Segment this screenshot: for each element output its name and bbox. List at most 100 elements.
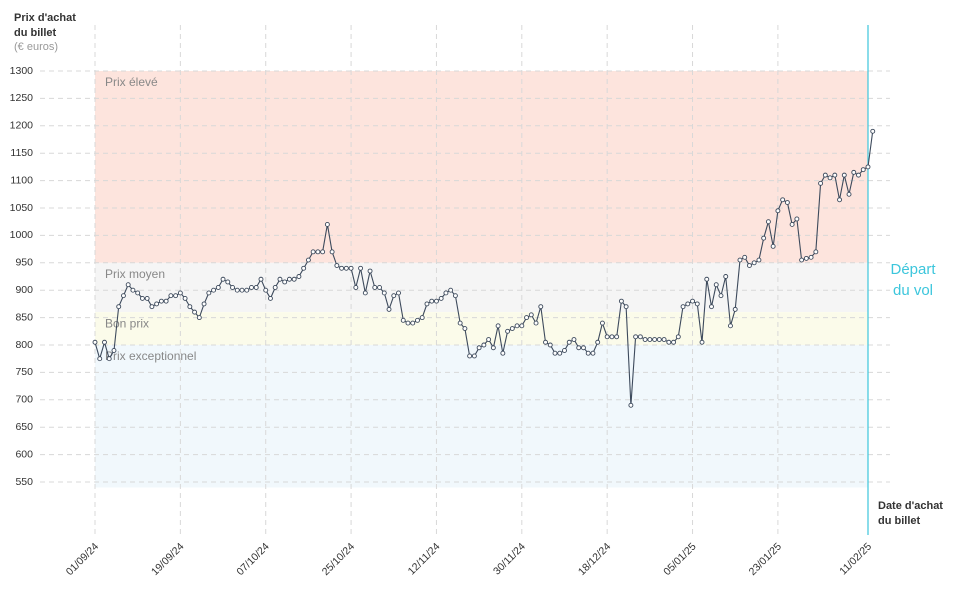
price-point: [343, 265, 349, 271]
price-point: [623, 304, 629, 310]
y-title: Prix d'achat: [14, 12, 76, 24]
price-point: [519, 323, 525, 329]
price-point: [201, 301, 207, 307]
price-point: [139, 295, 145, 301]
price-point: [514, 323, 520, 329]
price-point: [438, 295, 444, 301]
price-point: [476, 345, 482, 351]
price-point: [500, 350, 506, 356]
price-point: [144, 295, 150, 301]
x-tick-label: 23/01/25: [747, 540, 784, 577]
price-point: [310, 249, 316, 255]
price-point: [728, 323, 733, 329]
price-point: [315, 249, 321, 255]
price-point: [135, 290, 141, 296]
price-point: [837, 197, 842, 203]
y-tick-label: 1150: [10, 147, 33, 159]
price-point: [732, 306, 738, 312]
price-point: [324, 221, 330, 227]
price-point: [410, 320, 416, 326]
price-point: [286, 276, 292, 282]
y-tick-label: 550: [15, 476, 33, 488]
price-point: [230, 285, 235, 290]
price-point: [761, 235, 767, 241]
price-point: [211, 287, 217, 293]
price-point: [291, 276, 297, 282]
y-tick-label: 850: [15, 311, 33, 323]
price-point: [538, 304, 544, 310]
price-point: [599, 320, 605, 326]
price-point: [571, 337, 577, 342]
price-point: [372, 285, 378, 290]
price-point: [723, 274, 729, 279]
y-tick-label: 1300: [10, 65, 34, 77]
price-point: [827, 175, 833, 181]
x-title: Date d'achat: [878, 500, 943, 512]
x-title: du billet: [878, 515, 921, 527]
x-tick-label: 25/10/24: [320, 540, 357, 577]
price-point: [419, 315, 425, 321]
price-point: [448, 287, 454, 293]
band-label: Prix moyen: [105, 267, 165, 281]
price-point: [860, 167, 866, 173]
price-point: [163, 298, 169, 304]
price-point: [220, 276, 226, 282]
y-title: du billet: [14, 27, 57, 39]
price-point: [367, 268, 373, 274]
price-point: [581, 345, 586, 351]
price-point: [381, 290, 387, 296]
price-point: [803, 255, 809, 261]
price-point: [756, 257, 762, 263]
price-point: [125, 282, 131, 288]
price-point: [614, 334, 620, 340]
y-tick-label: 1250: [10, 92, 34, 104]
price-point: [709, 304, 714, 310]
price-point: [277, 276, 283, 282]
x-tick-label: 05/01/25: [661, 540, 698, 577]
departure-label: Départ: [890, 261, 936, 278]
band-label: Bon prix: [105, 316, 149, 330]
price-point: [272, 285, 278, 290]
price-point: [263, 287, 269, 293]
price-point: [415, 317, 420, 323]
price-point: [557, 350, 563, 356]
price-point: [685, 301, 691, 307]
price-point: [699, 339, 705, 345]
x-tick-label: 11/02/25: [837, 540, 874, 577]
price-point: [377, 285, 382, 290]
price-point: [282, 279, 288, 285]
price-point: [424, 301, 430, 307]
price-point: [358, 265, 364, 271]
price-point: [130, 287, 136, 293]
y-tick-label: 1050: [10, 202, 34, 214]
price-point: [182, 295, 188, 301]
y-tick-label: 750: [15, 366, 33, 378]
price-point: [856, 172, 861, 178]
price-point: [822, 172, 828, 178]
price-point: [386, 306, 392, 312]
price-point: [780, 197, 786, 203]
price-point: [633, 334, 639, 340]
price-point: [661, 337, 667, 342]
x-tick-label: 07/10/24: [234, 540, 271, 577]
price-point: [471, 353, 477, 359]
price-band: [95, 71, 868, 263]
y-unit: (€ euros): [14, 41, 58, 53]
x-tick-label: 18/12/24: [576, 540, 613, 577]
price-point: [870, 128, 876, 134]
x-tick-label: 19/09/24: [149, 540, 186, 577]
price-point: [742, 254, 748, 260]
price-point: [253, 285, 259, 290]
price-point: [249, 285, 254, 290]
price-point: [239, 287, 245, 293]
price-point: [751, 260, 757, 266]
price-point: [547, 342, 553, 348]
price-point: [258, 276, 264, 282]
price-point: [490, 345, 496, 351]
departure-label: du vol: [893, 282, 933, 299]
price-point: [296, 274, 302, 279]
price-point: [533, 320, 539, 326]
price-point: [637, 334, 643, 340]
price-point: [595, 339, 601, 345]
